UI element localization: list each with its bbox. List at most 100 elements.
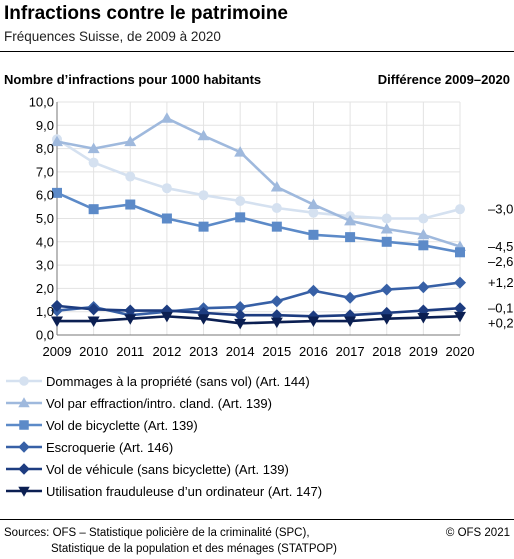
legend-label: Escroquerie (Art. 146): [46, 440, 174, 455]
legend-swatch: [6, 397, 42, 408]
series-line: [56, 304, 461, 318]
difference-value: –4,5: [488, 239, 513, 254]
line-chart: 0,0 1,0 2,0 3,0 4,0 5,0 6,0 7,0 8,0 9,0 10,0 2009 20…: [29, 95, 514, 360]
legend-swatch-marker: [19, 376, 29, 386]
data-point: [88, 157, 99, 168]
data-point: [234, 318, 247, 330]
data-point: [454, 276, 466, 289]
legend-swatch: [6, 486, 42, 497]
sources-line-1: Sources: OFS – Statistique policière de …: [4, 527, 310, 539]
data-point: [234, 146, 247, 157]
difference-label: Différence 2009–2020: [377, 72, 510, 87]
legend-label: Dommages à la propriété (sans vol) (Art.…: [46, 374, 310, 389]
data-point: [198, 221, 209, 232]
legend-item: Escroquerie (Art. 146): [0, 438, 400, 460]
data-point: [124, 314, 137, 325]
data-point: [235, 196, 246, 207]
data-point: [161, 213, 172, 224]
series-line: [56, 138, 461, 220]
data-point: [417, 228, 430, 240]
legend-label: Utilisation frauduleuse d’un ordinateur …: [46, 484, 323, 499]
data-point: [418, 213, 429, 224]
data-point: [307, 316, 320, 328]
series-layer: [51, 112, 466, 330]
data-point: [87, 303, 100, 316]
data-point: [52, 187, 62, 198]
difference-value: –0,1: [488, 301, 513, 316]
legend-item: Vol de bicyclette (Art. 139): [0, 416, 400, 438]
y-tick-label: 0,0: [36, 328, 54, 343]
data-point: [344, 291, 357, 304]
sources-line-2: Statistique de la population et des ména…: [51, 543, 337, 555]
data-point: [271, 203, 282, 214]
legend-swatch-marker: [18, 463, 30, 475]
y-tick-label: 6,0: [36, 188, 54, 203]
series-line: [56, 117, 461, 248]
difference-value: +1,2: [488, 275, 514, 290]
legend-item: Dommages à la propriété (sans vol) (Art.…: [0, 372, 400, 394]
x-tick-label: 2010: [79, 344, 108, 359]
x-tick-label: 2018: [372, 344, 401, 359]
data-point: [380, 222, 393, 234]
series-1: [52, 134, 465, 224]
data-point: [270, 317, 283, 329]
data-point: [454, 302, 466, 315]
difference-value: +0,2: [488, 316, 514, 331]
difference-labels: –3,0 –4,5–2,6 +1,2 –0,1+0,2: [488, 202, 514, 331]
data-point: [87, 316, 100, 328]
series-line: [56, 281, 461, 317]
data-point: [307, 198, 320, 210]
data-point: [124, 304, 137, 317]
y-tick-label: 9,0: [36, 118, 54, 133]
data-point: [125, 171, 136, 182]
x-tick-label: 2009: [43, 344, 72, 359]
data-point: [197, 314, 210, 325]
y-tick-label: 4,0: [36, 234, 54, 249]
x-tick-label: 2012: [152, 344, 181, 359]
data-point: [87, 142, 100, 154]
legend-label: Vol de véhicule (sans bicyclette) (Art. …: [46, 462, 289, 477]
data-point: [234, 309, 247, 322]
y-tick-label: 8,0: [36, 141, 54, 156]
data-point: [88, 204, 99, 215]
series-2: [51, 112, 466, 251]
x-tick-label: 2017: [336, 344, 365, 359]
data-point: [308, 229, 319, 240]
legend-swatch: [6, 441, 42, 453]
top-divider: [0, 51, 514, 52]
data-point: [344, 214, 357, 226]
y-tick-label: 7,0: [36, 164, 54, 179]
difference-value: –2,6: [488, 254, 513, 269]
tick-labels: 0,0 1,0 2,0 3,0 4,0 5,0 6,0 7,0 8,0 9,0 10,0 2009 20…: [29, 95, 475, 360]
data-point: [344, 316, 357, 328]
x-tick-label: 2011: [116, 344, 144, 359]
legend-swatch: [6, 376, 42, 386]
data-point: [380, 283, 393, 296]
legend-swatch-marker: [18, 397, 30, 408]
y-tick-label: 10,0: [29, 95, 54, 110]
data-point: [307, 284, 320, 297]
legend-item: Vol par effraction/intro. cland. (Art. 1…: [0, 394, 400, 416]
data-point: [125, 199, 136, 210]
data-point: [308, 207, 319, 218]
legend-swatch: [6, 420, 42, 430]
data-point: [417, 313, 430, 324]
legend-swatch-marker: [18, 441, 30, 453]
y-tick-label: 2,0: [36, 281, 54, 296]
legend-label: Vol par effraction/intro. cland. (Art. 1…: [46, 396, 272, 411]
data-point: [124, 135, 137, 147]
data-point: [381, 213, 392, 224]
chart-title: Infractions contre le patrimoine: [4, 3, 288, 24]
data-point: [160, 112, 173, 123]
y-axis-label: Nombre d’infractions pour 1000 habitants: [4, 72, 262, 87]
data-point: [197, 129, 210, 141]
data-point: [454, 311, 466, 323]
y-tick-label: 3,0: [36, 258, 54, 273]
difference-value: –3,0: [488, 202, 513, 217]
data-point: [345, 232, 356, 243]
grid-lines: [56, 101, 461, 336]
data-point: [198, 190, 209, 201]
legend-item: Utilisation frauduleuse d’un ordinateur …: [0, 482, 400, 504]
legend-item: Vol de véhicule (sans bicyclette) (Art. …: [0, 460, 400, 482]
series-6: [51, 311, 466, 330]
